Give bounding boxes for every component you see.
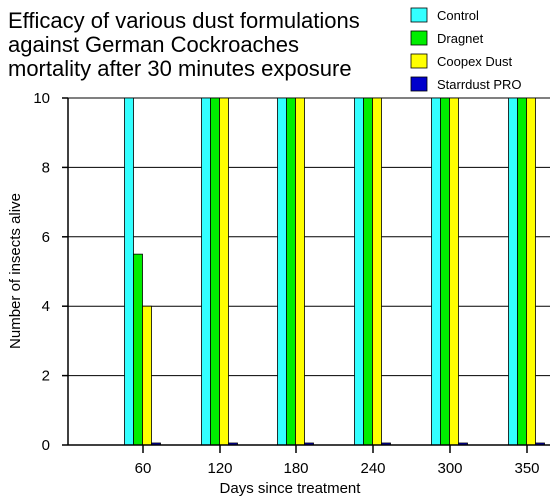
legend-swatch-starrdust-pro [410, 76, 428, 92]
bar-coopex-dust-60 [142, 305, 152, 446]
bar-dragnet-60 [133, 253, 143, 446]
legend-swatch-control [410, 7, 428, 23]
chart-title-line-3: mortality after 30 minutes exposure [8, 56, 352, 81]
x-axis-label: Days since treatment [220, 480, 362, 497]
axes: 0 2 4 6 8 10 60 120 180 240 300 350 [33, 90, 550, 477]
y-tick-label-4: 4 [42, 298, 50, 315]
bar-control-300 [431, 97, 441, 446]
bar-coopex-dust-240 [372, 97, 382, 446]
y-tick-label-8: 8 [42, 159, 50, 176]
y-tick-label-2: 2 [42, 368, 50, 385]
bar-dragnet-240 [363, 97, 373, 446]
bar-dragnet-120 [210, 97, 220, 446]
bar-control-240 [354, 97, 364, 446]
legend: Control Dragnet Coopex Dust Starrdust PRO [410, 7, 522, 92]
bar-coopex-dust-300 [449, 97, 459, 446]
chart-title-line-1: Efficacy of various dust formulations [8, 8, 360, 33]
bar-control-180 [277, 97, 287, 446]
bar-coopex-dust-120 [219, 97, 229, 446]
bar-control-120 [201, 97, 211, 446]
bar-dragnet-300 [440, 97, 450, 446]
legend-swatch-coopex-dust [410, 53, 428, 69]
y-tick-label-10: 10 [33, 90, 50, 107]
legend-label-coopex-dust: Coopex Dust [437, 54, 513, 69]
x-tick-label-180: 180 [283, 460, 308, 477]
bar-dragnet-180 [286, 97, 296, 446]
bar-coopex-dust-350 [526, 97, 536, 446]
bar-dragnet-350 [517, 97, 527, 446]
x-tick-label-120: 120 [207, 460, 232, 477]
legend-swatch-dragnet [410, 30, 428, 46]
bar-control-350 [508, 97, 518, 446]
bar-control-60 [124, 97, 134, 446]
legend-label-control: Control [437, 8, 479, 23]
y-axis-label: Number of insects alive [7, 193, 24, 349]
legend-label-starrdust-pro: Starrdust PRO [437, 77, 522, 92]
x-tick-label-300: 300 [437, 460, 462, 477]
x-tick-label-60: 60 [135, 460, 152, 477]
bar-coopex-dust-180 [295, 97, 305, 446]
chart-title-line-2: against German Cockroaches [8, 32, 299, 57]
y-tick-label-0: 0 [42, 437, 50, 454]
legend-label-dragnet: Dragnet [437, 31, 484, 46]
bars [124, 97, 545, 446]
y-tick-label-6: 6 [42, 229, 50, 246]
x-tick-label-350: 350 [514, 460, 539, 477]
x-tick-label-240: 240 [360, 460, 385, 477]
